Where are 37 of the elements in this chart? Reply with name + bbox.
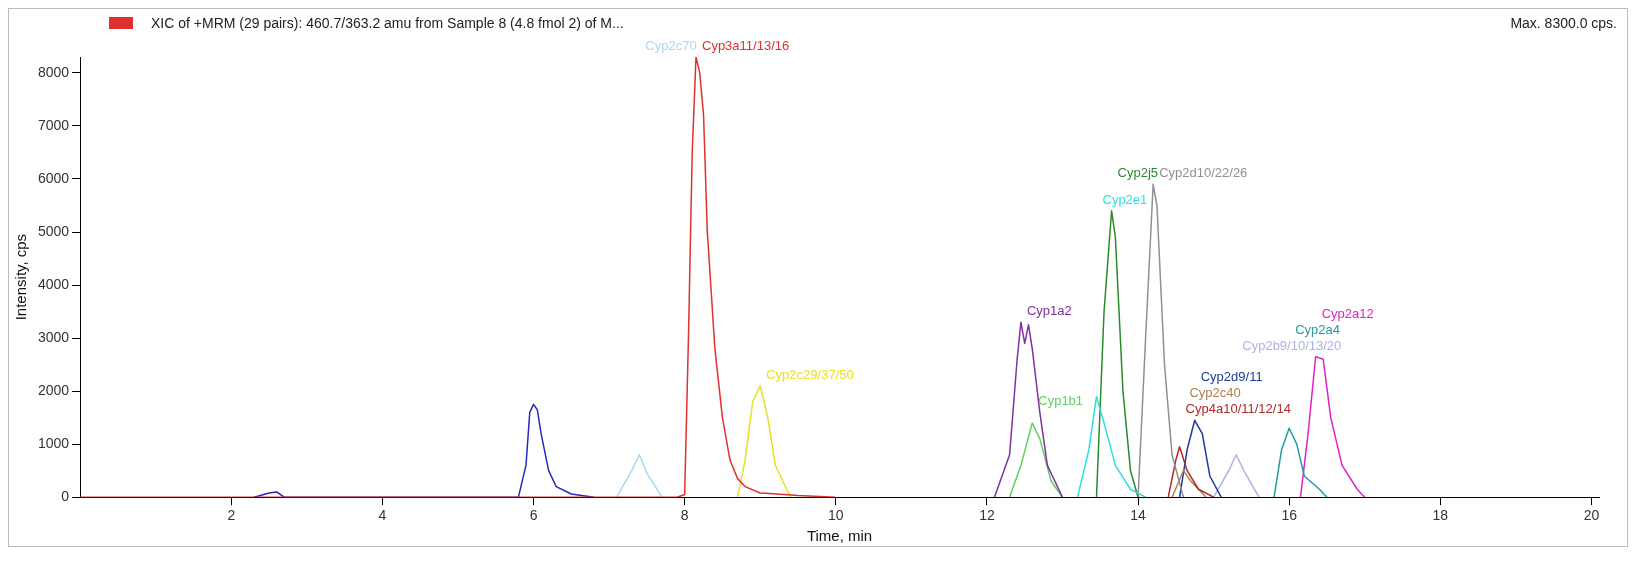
series-label: Cyp2c29/37/50 — [766, 366, 854, 382]
series-label: Cyp1b1 — [1038, 393, 1084, 409]
text: Cyp2c40 — [1189, 385, 1241, 401]
x-tick-label: 2 — [227, 507, 236, 524]
text: Cyp4a10/11/12/14 — [1185, 401, 1291, 417]
y-tick-label: 4000 — [37, 275, 70, 292]
series-label: Cyp2d10/22/26 — [1159, 165, 1248, 181]
y-tick-label: 8000 — [37, 63, 70, 80]
text: Cyp2b9/10/13/20 — [1242, 337, 1342, 353]
x-tick-label: 12 — [979, 507, 995, 524]
y-tick-label: 6000 — [37, 169, 70, 186]
y-tick-label: 3000 — [37, 328, 70, 345]
x-axis-title: Time, min — [806, 527, 873, 545]
x-tick-label: 10 — [828, 507, 844, 524]
x-tick-label: 14 — [1130, 507, 1147, 524]
text: Cyp2e1 — [1102, 191, 1148, 207]
y-tick-label: 7000 — [37, 116, 70, 133]
text: Cyp2a12 — [1321, 305, 1374, 321]
x-tick-label: 20 — [1583, 507, 1600, 524]
y-axis-title: Intensity, cps — [12, 233, 30, 321]
x-tick-label: 6 — [529, 507, 538, 524]
series-label: Cyp3a11/13/16 — [702, 38, 790, 54]
x-tick-label: 16 — [1281, 507, 1298, 524]
y-tick-label: 1000 — [37, 435, 70, 452]
y-tick-label: 5000 — [37, 222, 70, 239]
text: Cyp2d9/11 — [1200, 369, 1263, 385]
text: Max. 8300.0 cps. — [1510, 15, 1617, 31]
series-label: Cyp1a2 — [1026, 303, 1072, 319]
text: Cyp2a4 — [1295, 321, 1340, 337]
text: Cyp2c70 — [645, 38, 697, 54]
x-tick-label: 8 — [680, 507, 689, 524]
x-tick-label: 18 — [1432, 507, 1449, 524]
chart-title: XIC of +MRM (29 pairs): 460.7/363.2 amu from Sample 8 (4.8 fmol 2) of M... — [151, 15, 625, 31]
y-tick-label: 0 — [61, 488, 70, 505]
x-tick-label: 4 — [378, 507, 387, 524]
text: Cyp2j5 — [1117, 165, 1159, 181]
y-tick-label: 2000 — [37, 381, 70, 398]
